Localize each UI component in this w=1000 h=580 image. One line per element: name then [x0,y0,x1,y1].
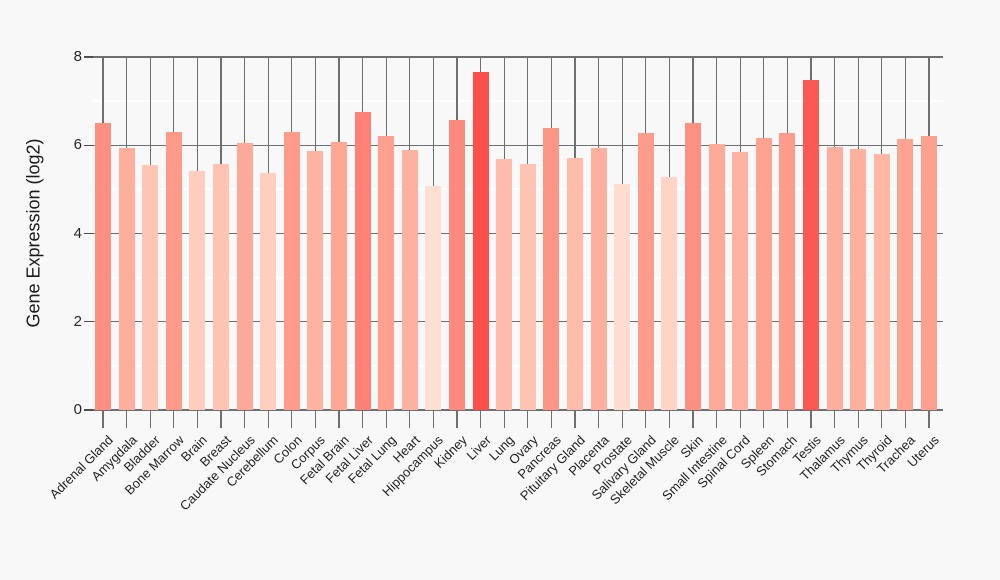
y-tick-mark-4 [84,232,93,235]
y-axis-title: Gene Expression (log2) [23,138,44,328]
bar-skin [685,123,701,410]
bar-thalamus [826,147,843,410]
bar-bladder [142,165,159,410]
gridline-minor-7 [93,100,943,103]
bar-fetal-brain [331,141,347,410]
bar-testis [803,79,819,410]
bar-skeletal-muscle [661,177,678,410]
y-tick-mark-8 [84,56,93,58]
bar-pituitary-gland [567,158,583,410]
y-tick-label-6: 6 [73,136,82,154]
bar-heart [401,150,418,410]
bar-colon [283,132,300,410]
bar-amygdala [118,147,135,410]
bar-bone-marrow [165,131,182,410]
gridline-major-8 [93,56,943,58]
bar-cerebellum [260,172,277,410]
bar-prostate [614,184,631,410]
bar-spinal-cord [732,151,749,410]
bar-uterus [921,136,937,410]
bar-stomach [779,132,796,410]
bar-spleen [755,137,772,410]
y-tick-mark-6 [84,144,93,146]
bar-fetal-lung [378,136,395,410]
bar-corpus [307,150,324,410]
bar-caudate-nucleus [236,143,253,410]
bar-small-intestine [708,144,725,410]
y-tick-label-8: 8 [73,48,82,65]
bar-salivary-gland [637,132,654,410]
y-tick-mark-2 [84,321,93,323]
gridline-major-2 [93,321,943,323]
bar-thymus [850,149,867,410]
bar-brain [189,171,206,410]
y-tick-label-0: 0 [73,401,82,418]
gridline-minor-3 [93,276,943,279]
gridline-major-0 [93,409,943,411]
bar-fetal-liver [354,111,371,410]
bar-pancreas [543,128,560,410]
gridline-major-4 [93,232,943,235]
bar-adrenal-gland [95,122,111,410]
bar-trachea [897,139,914,410]
y-tick-mark-0 [84,409,93,411]
gridline-minor-1 [93,364,943,367]
y-tick-label-4: 4 [73,224,82,242]
bar-liver [472,72,489,410]
bar-breast [213,164,229,410]
bar-lung [496,158,513,410]
gridline-minor-5 [93,188,943,191]
bar-kidney [449,119,465,410]
bar-ovary [519,163,536,410]
y-tick-label-2: 2 [73,312,82,330]
bar-placenta [590,148,607,410]
bar-hippocampus [425,185,442,410]
bar-thyroid [873,154,890,410]
gridline-major-6 [93,144,943,146]
